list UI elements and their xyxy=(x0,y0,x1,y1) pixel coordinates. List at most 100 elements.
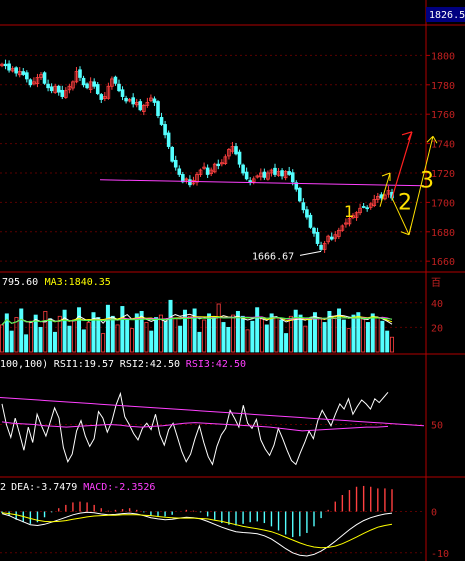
candle-body xyxy=(74,71,79,83)
volume-bar xyxy=(312,312,317,353)
volume-bar xyxy=(77,307,82,353)
volume-bar xyxy=(211,317,216,353)
candle-body xyxy=(134,102,139,106)
volume-bar xyxy=(168,299,173,353)
candle-body xyxy=(177,168,182,175)
candle-body xyxy=(10,68,15,72)
volume-bar xyxy=(134,313,139,353)
candle-body xyxy=(152,98,157,103)
volume-bar xyxy=(72,319,77,353)
volume-bar xyxy=(115,324,120,353)
candle-body xyxy=(255,175,260,178)
candle-body xyxy=(351,215,355,219)
annotations: 1 23 xyxy=(344,131,438,236)
candle-body xyxy=(184,178,189,181)
candle-body xyxy=(191,179,196,185)
candle-body xyxy=(49,86,54,92)
candle-body xyxy=(117,83,121,92)
candle-body xyxy=(308,214,313,228)
macd-legend-2: MACD:-2.3526 xyxy=(83,482,155,493)
candle-body xyxy=(156,101,160,117)
volume-bar xyxy=(341,319,346,353)
volume-bar xyxy=(105,304,110,353)
candle-body xyxy=(340,225,345,231)
rsi-trendline xyxy=(0,397,425,427)
candle-body xyxy=(64,90,68,98)
yellow-arrow-rebound xyxy=(408,135,438,235)
candle-body xyxy=(212,163,217,173)
macd-tick-label: -10 xyxy=(431,549,449,560)
candle-body xyxy=(181,174,185,183)
volume-bar xyxy=(317,317,322,353)
volume-bar xyxy=(245,329,250,353)
volume-bar xyxy=(337,308,342,353)
candle-body xyxy=(149,97,153,102)
volume-bar xyxy=(255,307,260,353)
candle-body xyxy=(220,162,224,165)
candle-body xyxy=(365,207,369,210)
candle-body xyxy=(138,101,143,111)
candle-body xyxy=(85,83,89,89)
price-tick-label: 1720 xyxy=(431,169,455,180)
candle-body xyxy=(227,149,231,157)
candle-body xyxy=(0,63,4,67)
price-tick-label: 1660 xyxy=(431,257,455,268)
candle-body xyxy=(56,85,61,93)
macd-panel xyxy=(1,485,393,557)
volume-bar xyxy=(86,322,91,353)
volume-bar xyxy=(120,306,125,353)
candle-body xyxy=(120,89,125,97)
volume-bar xyxy=(173,318,178,353)
volume-bar xyxy=(28,320,33,353)
candle-body xyxy=(209,169,213,174)
dif-line xyxy=(1,511,393,557)
rsi-legend-1: RSI1:19.57 xyxy=(54,359,114,370)
candle-body xyxy=(14,67,18,74)
volume-bar xyxy=(24,334,29,353)
candle-body xyxy=(248,180,252,183)
candle-body xyxy=(198,169,203,175)
volume-bar xyxy=(284,333,289,353)
candle-body xyxy=(251,178,256,183)
rsi-legend-0: 100,100) xyxy=(0,359,48,370)
candle-body xyxy=(358,207,362,214)
price-box xyxy=(426,7,465,22)
volume-bar xyxy=(385,330,390,353)
candle-body xyxy=(32,81,36,85)
candle-body xyxy=(166,132,171,147)
volume-bar xyxy=(197,331,202,353)
candle-body xyxy=(241,164,245,174)
candle-body xyxy=(234,146,238,155)
price-tick-label: 1700 xyxy=(431,198,455,209)
price-tick-label: 1780 xyxy=(431,81,455,92)
candle-body xyxy=(46,83,50,89)
volume-unit-label: 百 xyxy=(431,277,441,289)
macd-legend-0: 2 xyxy=(0,482,6,493)
candle-body xyxy=(110,78,114,87)
volume-legend-1: MA3:1840.35 xyxy=(45,277,111,288)
volume-bar xyxy=(187,315,192,353)
candle-body xyxy=(99,94,104,100)
rsi3-line xyxy=(1,421,389,432)
candle-body xyxy=(131,97,135,105)
candle-body xyxy=(103,96,107,100)
volume-bar xyxy=(96,317,101,353)
volume-bar xyxy=(327,310,332,353)
volume-bar xyxy=(62,309,67,353)
candle-body xyxy=(230,146,235,152)
macd-tick-label: 0 xyxy=(431,508,437,519)
candle-body xyxy=(372,199,377,207)
candle-body xyxy=(283,171,288,179)
volume-bar xyxy=(293,309,298,353)
candle-body xyxy=(67,85,72,91)
volume-bar xyxy=(163,320,168,353)
volume-ma-short xyxy=(1,313,393,326)
candle-body xyxy=(383,194,387,200)
candle-body xyxy=(368,203,373,208)
volume-bar xyxy=(332,315,337,353)
volume-bar xyxy=(375,317,380,353)
volume-bar xyxy=(48,318,53,353)
volume-bar xyxy=(356,312,361,353)
volume-bar xyxy=(57,315,62,353)
